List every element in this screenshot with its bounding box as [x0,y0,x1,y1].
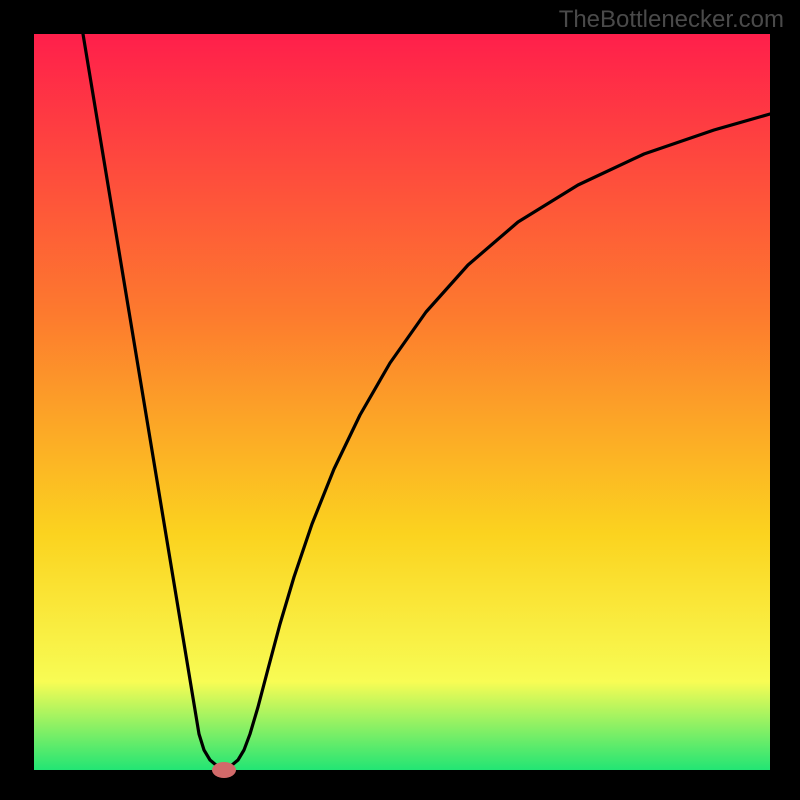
minimum-marker [212,762,236,778]
watermark-text: TheBottlenecker.com [559,6,784,34]
plot-area [34,34,770,770]
chart-frame: TheBottlenecker.com [0,0,800,800]
bottleneck-curve [34,34,770,770]
curve-path [83,34,770,768]
